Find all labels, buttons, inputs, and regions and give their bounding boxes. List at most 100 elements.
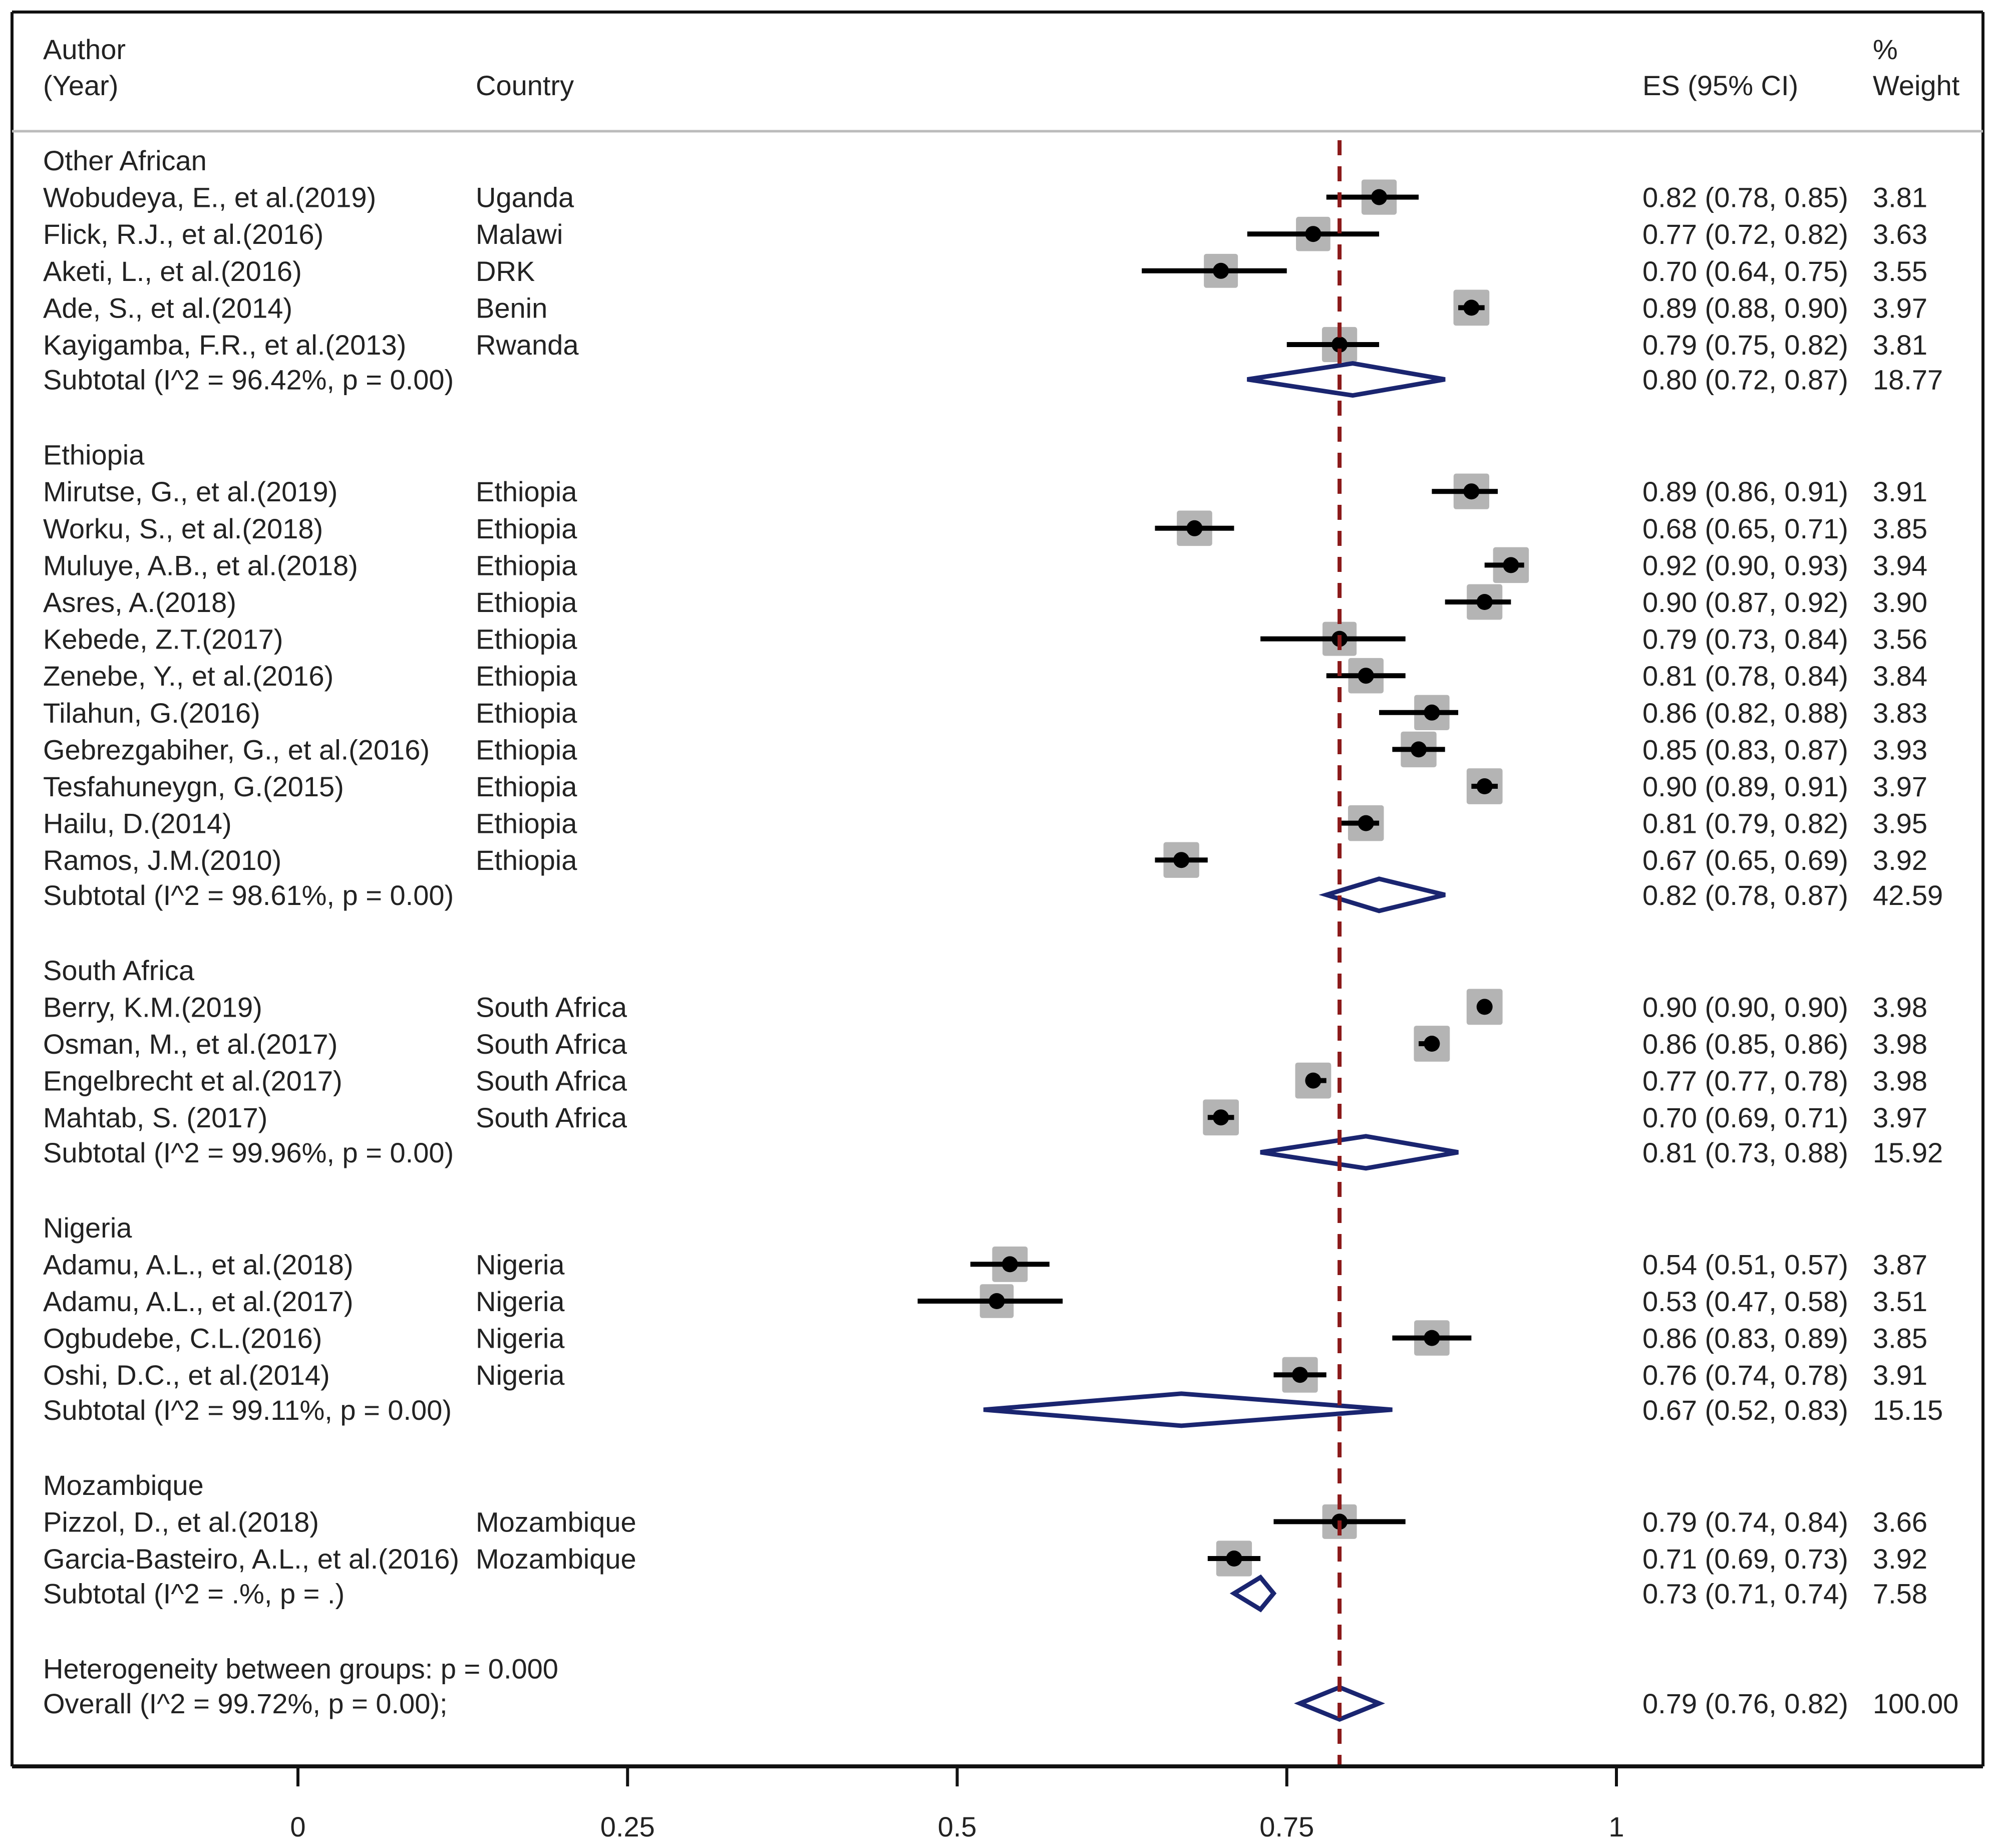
study-es-ci: 0.86 (0.85, 0.86) xyxy=(1642,1028,1848,1060)
x-tick-label: 0.25 xyxy=(600,1811,655,1842)
study-author: Muluye, A.B., et al.(2018) xyxy=(43,549,358,581)
point-estimate xyxy=(1424,1036,1440,1052)
study-row: Engelbrecht et al.(2017) South Africa 0.77… xyxy=(43,1062,1927,1099)
study-es-ci: 0.79 (0.73, 0.84) xyxy=(1642,624,1848,655)
study-author: Pizzol, D., et al.(2018) xyxy=(43,1506,319,1537)
point-estimate xyxy=(1424,704,1440,721)
heterogeneity-text: Heterogeneity between groups: p = 0.000 xyxy=(43,1653,558,1685)
subtotal-row-weight: 7.58 xyxy=(1873,1578,1927,1610)
point-estimate xyxy=(1213,262,1229,279)
study-es-ci: 0.86 (0.82, 0.88) xyxy=(1642,697,1848,729)
study-es-ci: 0.70 (0.69, 0.71) xyxy=(1642,1102,1848,1133)
study-row: Wobudeya, E., et al.(2019) Uganda 0.82 (0.… xyxy=(43,179,1927,215)
study-country: Mozambique xyxy=(476,1543,636,1575)
study-row: Hailu, D.(2014) Ethiopia 0.81 (0.79, 0.82)… xyxy=(43,805,1927,841)
study-weight: 3.66 xyxy=(1873,1506,1927,1537)
study-country: Ethiopia xyxy=(476,808,577,839)
group-header: Ethiopia xyxy=(43,439,145,471)
study-weight: 3.90 xyxy=(1873,586,1927,618)
point-estimate xyxy=(1503,557,1519,573)
study-row: Ramos, J.M.(2010) Ethiopia 0.67 (0.65, 0.6… xyxy=(43,842,1927,878)
study-country: Ethiopia xyxy=(476,476,577,507)
study-es-ci: 0.92 (0.90, 0.93) xyxy=(1642,549,1848,581)
point-estimate xyxy=(1305,1072,1321,1089)
study-weight: 3.56 xyxy=(1873,624,1927,655)
study-weight: 3.94 xyxy=(1873,549,1927,581)
overall-row-es-ci: 0.79 (0.76, 0.82) xyxy=(1642,1688,1848,1719)
plot-frame xyxy=(11,11,1984,1766)
study-author: Zenebe, Y., et al.(2016) xyxy=(43,660,334,692)
point-estimate xyxy=(1332,337,1348,353)
study-weight: 3.97 xyxy=(1873,1102,1927,1133)
study-es-ci: 0.86 (0.83, 0.89) xyxy=(1642,1323,1848,1354)
study-weight: 3.81 xyxy=(1873,329,1927,361)
study-row: Tesfahuneygn, G.(2015) Ethiopia 0.90 (0.89… xyxy=(43,768,1927,804)
study-country: South Africa xyxy=(476,1065,627,1097)
subtotal-label: Subtotal (I^2 = 98.61%, p = 0.00) xyxy=(43,879,454,911)
study-weight: 3.91 xyxy=(1873,1359,1927,1391)
study-weight: 3.51 xyxy=(1873,1286,1927,1317)
study-country: Ethiopia xyxy=(476,844,577,876)
group-header: South Africa xyxy=(43,955,195,986)
study-country: South Africa xyxy=(476,1028,627,1060)
point-estimate xyxy=(1292,1367,1308,1383)
study-row: Tilahun, G.(2016) Ethiopia 0.86 (0.82, 0.8… xyxy=(43,695,1927,731)
point-estimate xyxy=(1358,815,1374,831)
study-country: Nigeria xyxy=(476,1249,565,1280)
point-estimate xyxy=(988,1293,1005,1309)
study-es-ci: 0.68 (0.65, 0.71) xyxy=(1642,513,1848,544)
x-tick-label: 0.75 xyxy=(1259,1811,1314,1842)
study-country: Rwanda xyxy=(476,329,579,361)
subtotal-label: Subtotal (I^2 = 99.96%, p = 0.00) xyxy=(43,1137,454,1168)
group-header: Other African xyxy=(43,145,207,176)
study-weight: 3.55 xyxy=(1873,255,1927,287)
point-estimate xyxy=(1002,1256,1018,1273)
subtotal-row: Subtotal (I^2 = .%, p = .) 0.73 (0.71, 0.… xyxy=(43,1574,1927,1613)
study-es-ci: 0.53 (0.47, 0.58) xyxy=(1642,1286,1848,1317)
subtotal-row-weight: 15.15 xyxy=(1873,1394,1943,1426)
subtotal-row: Subtotal (I^2 = 99.11%, p = 0.00) 0.67 (0… xyxy=(43,1391,1943,1428)
study-author: Mirutse, G., et al.(2019) xyxy=(43,476,338,507)
study-es-ci: 0.54 (0.51, 0.57) xyxy=(1642,1249,1848,1280)
study-row: Zenebe, Y., et al.(2016) Ethiopia 0.81 (0.… xyxy=(43,658,1927,694)
study-author: Mahtab, S. (2017) xyxy=(43,1102,267,1133)
study-es-ci: 0.79 (0.75, 0.82) xyxy=(1642,329,1848,361)
study-es-ci: 0.70 (0.64, 0.75) xyxy=(1642,255,1848,287)
point-estimate xyxy=(1173,852,1190,868)
study-es-ci: 0.67 (0.65, 0.69) xyxy=(1642,844,1848,876)
study-weight: 3.98 xyxy=(1873,991,1927,1023)
study-weight: 3.87 xyxy=(1873,1249,1927,1280)
study-row: Adamu, A.L., et al.(2018) Nigeria 0.54 (0.… xyxy=(43,1246,1927,1282)
study-weight: 3.93 xyxy=(1873,734,1927,765)
study-country: Malawi xyxy=(476,218,563,250)
study-row: Ade, S., et al.(2014) Benin 0.89 (0.88, 0.… xyxy=(43,289,1927,326)
study-weight: 3.83 xyxy=(1873,697,1927,729)
study-row: Garcia-Basteiro, A.L., et al.(2016) Mozam… xyxy=(43,1541,1927,1577)
study-author: Engelbrecht et al.(2017) xyxy=(43,1065,343,1097)
point-estimate xyxy=(1226,1551,1242,1567)
study-country: Nigeria xyxy=(476,1286,565,1317)
header-weight-line2: Weight xyxy=(1873,70,1960,101)
point-estimate xyxy=(1213,1109,1229,1126)
subtotal-label: Subtotal (I^2 = 96.42%, p = 0.00) xyxy=(43,364,454,396)
group-header: Nigeria xyxy=(43,1212,132,1244)
summary-diamond xyxy=(1318,876,1446,913)
study-row: Adamu, A.L., et al.(2017) Nigeria 0.53 (0.… xyxy=(43,1284,1927,1318)
point-estimate xyxy=(1371,189,1388,205)
study-weight: 3.92 xyxy=(1873,844,1927,876)
header-country: Country xyxy=(476,70,574,101)
study-author: Garcia-Basteiro, A.L., et al.(2016) xyxy=(43,1543,459,1575)
study-row: Osman, M., et al.(2017) South Africa 0.86 … xyxy=(43,1026,1927,1062)
study-weight: 3.63 xyxy=(1873,218,1927,250)
subtotal-row: Subtotal (I^2 = 98.61%, p = 0.00) 0.82 (0… xyxy=(43,876,1943,913)
subtotal-row-es-ci: 0.67 (0.52, 0.83) xyxy=(1642,1394,1848,1426)
header-author-line2: (Year) xyxy=(43,70,118,101)
study-author: Aketi, L., et al.(2016) xyxy=(43,255,302,287)
study-weight: 3.91 xyxy=(1873,476,1927,507)
summary-diamond xyxy=(1229,1574,1277,1613)
study-es-ci: 0.71 (0.69, 0.73) xyxy=(1642,1543,1848,1575)
study-author: Oshi, D.C., et al.(2014) xyxy=(43,1359,330,1391)
study-rows: Other African Wobudeya, E., et al.(2019) U… xyxy=(43,145,1958,1722)
overall-row-weight: 100.00 xyxy=(1873,1688,1958,1719)
point-estimate xyxy=(1463,483,1480,500)
